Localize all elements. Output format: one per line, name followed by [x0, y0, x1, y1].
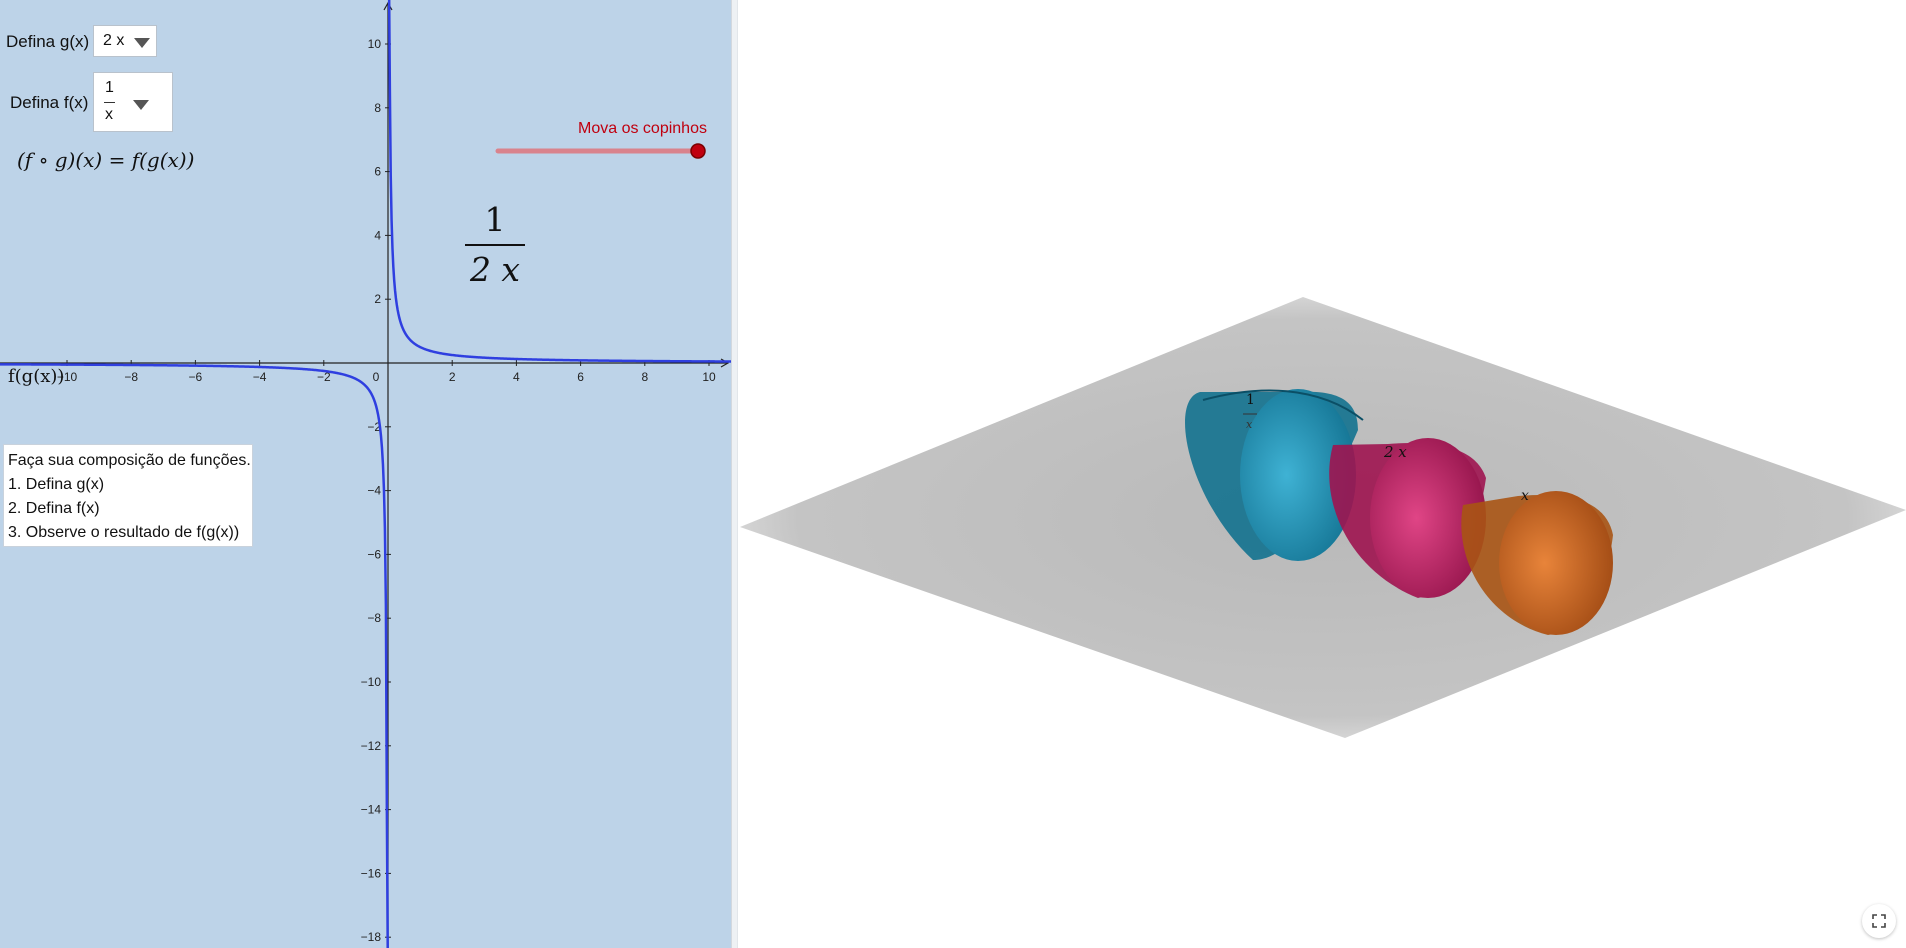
- x-tick-label: 8: [641, 370, 648, 384]
- y-tick-label: 2: [374, 292, 381, 306]
- curve-label: f(g(x)): [8, 366, 65, 387]
- g-dropdown-value: 2 x: [103, 32, 125, 49]
- g-label: Defina g(x): [6, 32, 90, 51]
- chevron-down-icon: [133, 100, 149, 110]
- f-dropdown-denominator: x: [105, 106, 113, 123]
- result-expression: 1 2 x: [465, 200, 525, 290]
- function-curve-positive-branch: [387, 0, 731, 363]
- y-tick-label: −12: [361, 739, 382, 753]
- y-tick-label: 8: [374, 101, 381, 115]
- instruction-line: 3. Observe o resultado de f(g(x)): [8, 524, 240, 541]
- y-tick-label: −14: [361, 803, 382, 817]
- x-tick-label: −4: [253, 370, 267, 384]
- y-tick-label: −10: [361, 675, 382, 689]
- view-splitter[interactable]: [731, 0, 738, 948]
- x-tick-label: −2: [317, 370, 331, 384]
- slider-handle[interactable]: [690, 143, 706, 159]
- instructions-box: Faça sua composição de funções. 1. Defin…: [3, 444, 253, 547]
- cup-blue-label-numerator: 1: [1246, 392, 1255, 408]
- function-curve-negative-branch: [0, 363, 389, 948]
- cup-magenta-label: 2 x: [1383, 443, 1407, 461]
- cup-orange-label: x: [1521, 488, 1529, 504]
- x-tick-label: 10: [702, 370, 716, 384]
- fraction-bar: [104, 102, 115, 103]
- cup-blue-label-denominator: x: [1246, 418, 1253, 431]
- composition-formula: (f ∘ g)(x) = f(g(x)): [17, 148, 195, 172]
- g-dropdown[interactable]: 2 x: [93, 25, 157, 57]
- y-tick-label: −2: [367, 420, 381, 434]
- f-label: Defina f(x): [10, 93, 89, 112]
- fullscreen-button[interactable]: [1862, 904, 1896, 938]
- cup-blue[interactable]: [1185, 389, 1364, 561]
- y-tick-label: 10: [368, 37, 382, 51]
- instruction-line: Faça sua composição de funções.: [8, 452, 251, 469]
- y-tick-label: −8: [367, 611, 381, 625]
- function-graph: −10 −8 −6 −4 −2 0 2 4 6 8 10 10 8 6 4 2 −2 −4 −6 −8 −10 −12 −1…: [0, 0, 731, 948]
- y-tick-label: 4: [374, 228, 381, 242]
- graphics-3d-view[interactable]: 1 x 2 x x: [738, 0, 1906, 948]
- y-tick-label: 6: [374, 165, 381, 179]
- y-tick-label: −4: [367, 484, 381, 498]
- cup-orange[interactable]: [1461, 491, 1613, 635]
- result-denominator: 2 x: [469, 250, 521, 289]
- x-tick-label: −8: [124, 370, 138, 384]
- fullscreen-icon: [1872, 914, 1886, 928]
- chevron-down-icon: [134, 38, 150, 48]
- x-tick-label: −6: [189, 370, 203, 384]
- x-tick-label: 4: [513, 370, 520, 384]
- x-tick-label: 2: [449, 370, 456, 384]
- slider-label: Mova os copinhos: [578, 120, 707, 137]
- graphics-view[interactable]: −10 −8 −6 −4 −2 0 2 4 6 8 10 10 8 6 4 2 −2 −4 −6 −8 −10 −12 −1…: [0, 0, 731, 948]
- y-tick-label: −18: [361, 930, 382, 944]
- x-tick-label: 0: [373, 370, 380, 384]
- y-tick-label: −16: [361, 866, 382, 880]
- x-tick-label: −10: [57, 370, 78, 384]
- f-dropdown[interactable]: 1 x: [93, 72, 173, 132]
- scene-3d: 1 x 2 x x: [740, 297, 1906, 738]
- instruction-line: 1. Defina g(x): [8, 476, 105, 493]
- f-dropdown-numerator: 1: [105, 79, 114, 96]
- x-tick-label: 6: [577, 370, 584, 384]
- cup-magenta[interactable]: [1329, 438, 1486, 598]
- result-fraction-bar: [465, 244, 525, 246]
- instruction-line: 2. Defina f(x): [8, 500, 100, 517]
- y-tick-label: −6: [367, 547, 381, 561]
- result-numerator: 1: [484, 200, 506, 239]
